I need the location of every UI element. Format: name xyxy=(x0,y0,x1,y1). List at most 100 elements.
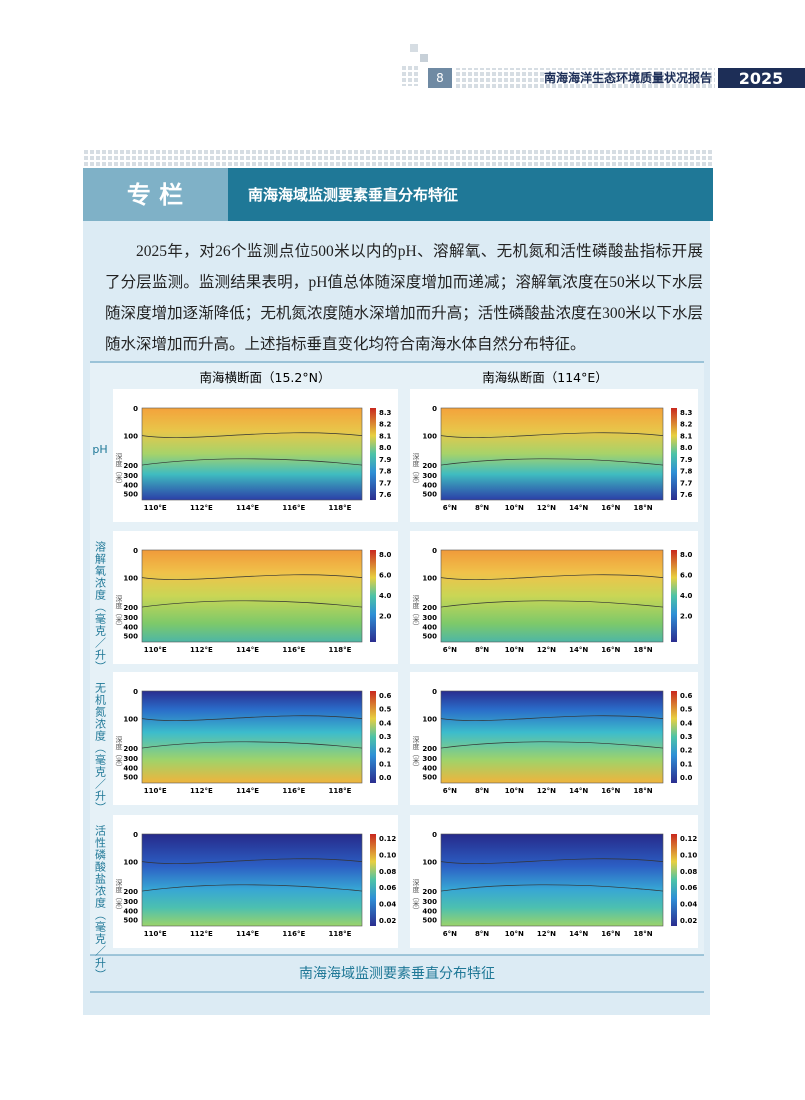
depth-tick: 300 xyxy=(422,898,437,906)
colorbar-tick: 8.0 xyxy=(379,444,392,452)
x-tick: 14°N xyxy=(569,504,588,512)
colorbar-tick: 7.8 xyxy=(680,468,693,476)
figure-caption: 南海海域监测要素垂直分布特征 xyxy=(299,965,495,982)
colorbar-tick: 4.0 xyxy=(680,592,693,600)
depth-tick: 100 xyxy=(422,716,437,724)
depth-tick: 200 xyxy=(123,745,138,753)
colorbar-tick: 8.3 xyxy=(680,409,693,417)
depth-tick: 500 xyxy=(422,633,437,641)
contour-line xyxy=(440,884,664,892)
x-tick: 6°N xyxy=(443,787,457,795)
contour-line xyxy=(440,715,664,721)
contour-plot xyxy=(440,690,664,784)
contour-line xyxy=(141,600,363,608)
x-tick: 8°N xyxy=(475,787,489,795)
colorbar-tick: 7.6 xyxy=(680,491,693,499)
x-tick: 112°E xyxy=(190,787,213,795)
x-tick: 12°N xyxy=(537,787,556,795)
contour-line xyxy=(141,432,363,438)
x-tick: 8°N xyxy=(475,646,489,654)
contour-line xyxy=(440,432,664,438)
x-tick: 116°E xyxy=(282,930,305,938)
contour-plot xyxy=(141,407,363,501)
contour-plot xyxy=(440,833,664,927)
x-tick: 18°N xyxy=(633,787,652,795)
depth-label: 深度（米） xyxy=(412,594,420,630)
x-tick: 118°E xyxy=(329,646,352,654)
colorbar-tick: 0.12 xyxy=(379,835,396,843)
x-tick: 8°N xyxy=(475,504,489,512)
contour-plot xyxy=(440,549,664,643)
contour-line xyxy=(141,884,363,892)
column-tag: 专 栏 xyxy=(127,181,183,209)
x-tick: 110°E xyxy=(144,504,167,512)
contour-line xyxy=(141,741,363,749)
colorbar-tick: 0.10 xyxy=(680,851,697,859)
colorbar-tick: 8.1 xyxy=(680,432,693,440)
depth-tick: 100 xyxy=(422,575,437,583)
x-tick: 110°E xyxy=(144,930,167,938)
x-tick: 112°E xyxy=(190,930,213,938)
colorbar-tick: 0.6 xyxy=(379,692,392,700)
colorbar xyxy=(370,691,376,783)
x-tick: 18°N xyxy=(633,930,652,938)
colorbar-tick: 8.2 xyxy=(379,421,392,429)
depth-label: 深度（米） xyxy=(412,735,420,771)
depth-label: 深度（米） xyxy=(115,735,123,771)
row-label: pH xyxy=(92,443,107,456)
colorbar-tick: 0.2 xyxy=(379,747,392,755)
colorbar xyxy=(370,408,376,500)
depth-tick: 100 xyxy=(123,575,138,583)
colorbar-tick: 0.06 xyxy=(680,884,697,892)
x-tick: 14°N xyxy=(569,930,588,938)
colorbar-tick: 8.0 xyxy=(680,444,693,452)
colorbar-tick: 2.0 xyxy=(680,613,693,621)
x-tick: 112°E xyxy=(190,646,213,654)
colorbar xyxy=(671,691,677,783)
colorbar-tick: 0.5 xyxy=(379,706,392,714)
x-tick: 6°N xyxy=(443,930,457,938)
depth-tick: 0 xyxy=(432,547,437,555)
colorbar-tick: 0.10 xyxy=(379,851,396,859)
colorbar-tick: 0.08 xyxy=(680,868,697,876)
depth-tick: 100 xyxy=(422,433,437,441)
x-tick: 12°N xyxy=(537,504,556,512)
year: 2025 xyxy=(739,69,784,88)
depth-label: 深度（米） xyxy=(412,878,420,914)
depth-tick: 300 xyxy=(422,755,437,763)
colorbar-tick: 0.4 xyxy=(379,719,392,727)
colorbar-tick: 0.08 xyxy=(379,868,396,876)
colorbar-tick: 0.04 xyxy=(379,901,396,909)
colorbar-tick: 7.7 xyxy=(680,479,693,487)
page-number: 8 xyxy=(436,71,444,85)
x-tick: 116°E xyxy=(282,646,305,654)
x-tick: 16°N xyxy=(601,787,620,795)
x-tick: 16°N xyxy=(601,930,620,938)
x-tick: 12°N xyxy=(537,646,556,654)
depth-tick: 0 xyxy=(133,688,138,696)
colorbar-tick: 0.2 xyxy=(680,747,693,755)
depth-tick: 500 xyxy=(123,774,138,782)
colorbar-tick: 0.0 xyxy=(680,774,693,782)
depth-tick: 300 xyxy=(123,472,138,480)
colorbar-tick: 0.1 xyxy=(680,760,693,768)
colorbar-tick: 0.1 xyxy=(379,760,392,768)
column-title: 南海横断面（15.2°N） xyxy=(200,370,331,385)
depth-tick: 400 xyxy=(123,481,138,489)
depth-tick: 300 xyxy=(123,614,138,622)
contour-plot xyxy=(141,833,363,927)
depth-tick: 400 xyxy=(123,623,138,631)
x-tick: 6°N xyxy=(443,646,457,654)
x-tick: 14°N xyxy=(569,787,588,795)
depth-tick: 0 xyxy=(432,831,437,839)
depth-tick: 200 xyxy=(422,888,437,896)
column-title: 南海纵断面（114°E） xyxy=(482,370,608,385)
contour-line xyxy=(440,741,664,749)
depth-label: 深度（米） xyxy=(115,878,123,914)
colorbar-tick: 0.3 xyxy=(379,733,392,741)
x-tick: 110°E xyxy=(144,646,167,654)
colorbar-tick: 6.0 xyxy=(379,572,392,580)
depth-tick: 400 xyxy=(422,764,437,772)
colorbar-tick: 0.06 xyxy=(379,884,396,892)
